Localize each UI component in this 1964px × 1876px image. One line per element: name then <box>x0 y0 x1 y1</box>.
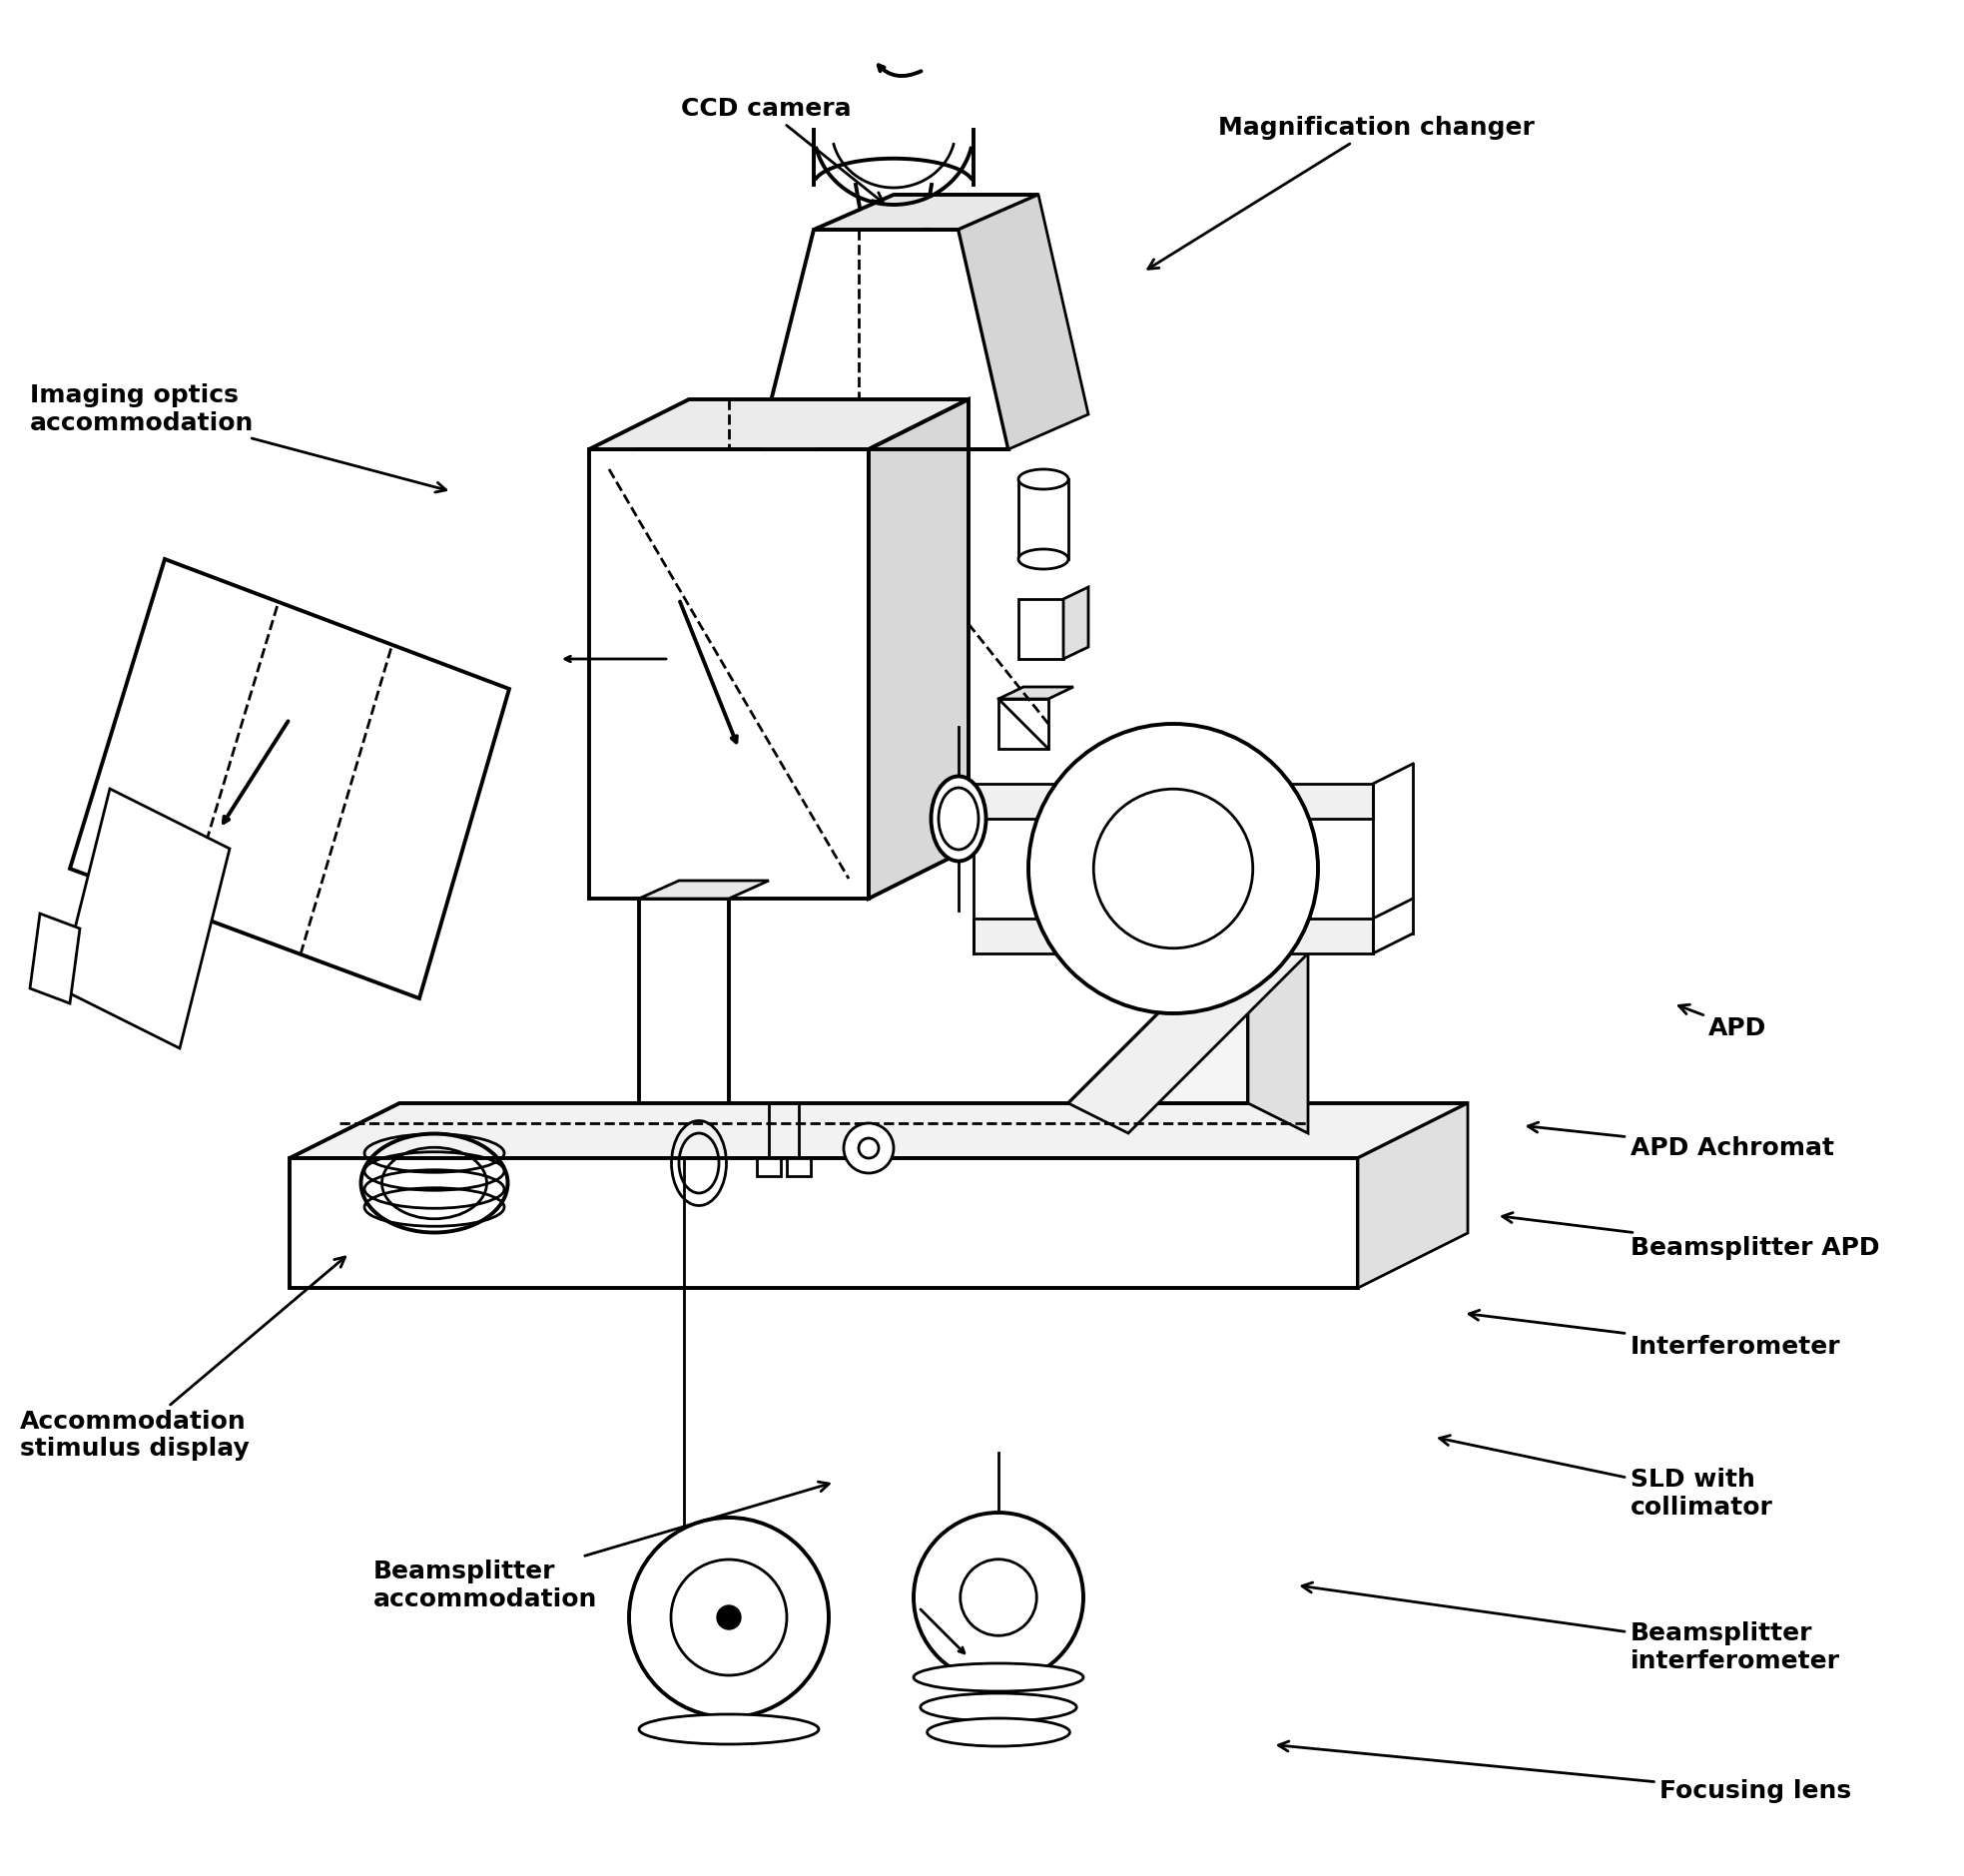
Ellipse shape <box>1019 469 1068 490</box>
Text: Interferometer: Interferometer <box>1469 1309 1840 1358</box>
Polygon shape <box>788 1157 811 1176</box>
Polygon shape <box>998 687 1074 700</box>
Polygon shape <box>289 1157 1357 1289</box>
Polygon shape <box>29 914 81 1004</box>
Text: Beamsplitter
accommodation: Beamsplitter accommodation <box>373 1482 829 1611</box>
Polygon shape <box>1019 478 1068 559</box>
Circle shape <box>672 1559 788 1675</box>
Circle shape <box>858 1139 878 1157</box>
Text: CCD camera: CCD camera <box>682 98 884 203</box>
Ellipse shape <box>913 1664 1084 1692</box>
Polygon shape <box>638 899 729 1157</box>
Text: Magnification changer: Magnification changer <box>1149 116 1534 268</box>
Polygon shape <box>1019 598 1063 658</box>
Polygon shape <box>1063 587 1088 658</box>
Text: Beamsplitter
interferometer: Beamsplitter interferometer <box>1302 1583 1840 1673</box>
Polygon shape <box>1068 923 1308 1133</box>
Ellipse shape <box>931 777 986 861</box>
Polygon shape <box>289 1103 1467 1157</box>
Polygon shape <box>974 784 1373 818</box>
Ellipse shape <box>921 1694 1076 1722</box>
Circle shape <box>960 1559 1037 1636</box>
Polygon shape <box>71 559 509 998</box>
Polygon shape <box>1247 923 1308 1133</box>
Circle shape <box>717 1606 740 1630</box>
Polygon shape <box>756 1157 782 1176</box>
Polygon shape <box>1357 1103 1467 1289</box>
Polygon shape <box>61 788 230 1049</box>
Circle shape <box>628 1518 829 1717</box>
Text: Imaging optics
accommodation: Imaging optics accommodation <box>29 383 446 492</box>
Text: Beamsplitter APD: Beamsplitter APD <box>1502 1212 1880 1259</box>
Text: SLD with
collimator: SLD with collimator <box>1440 1435 1773 1520</box>
Polygon shape <box>758 229 1008 448</box>
Text: Focusing lens: Focusing lens <box>1279 1741 1852 1803</box>
Polygon shape <box>974 919 1373 953</box>
Text: APD: APD <box>1679 1006 1768 1039</box>
Polygon shape <box>589 448 868 899</box>
Circle shape <box>845 1124 894 1172</box>
Circle shape <box>913 1512 1084 1683</box>
Ellipse shape <box>1019 550 1068 568</box>
Polygon shape <box>958 195 1088 448</box>
Polygon shape <box>638 880 768 899</box>
Text: Accommodation
stimulus display: Accommodation stimulus display <box>20 1257 346 1461</box>
Polygon shape <box>1068 923 1247 1103</box>
Circle shape <box>1029 724 1318 1013</box>
Polygon shape <box>589 400 968 448</box>
Polygon shape <box>868 400 968 899</box>
Polygon shape <box>813 195 1039 229</box>
Ellipse shape <box>638 1715 819 1745</box>
Polygon shape <box>998 700 1049 749</box>
Ellipse shape <box>927 1718 1070 1747</box>
Text: APD Achromat: APD Achromat <box>1528 1122 1834 1159</box>
